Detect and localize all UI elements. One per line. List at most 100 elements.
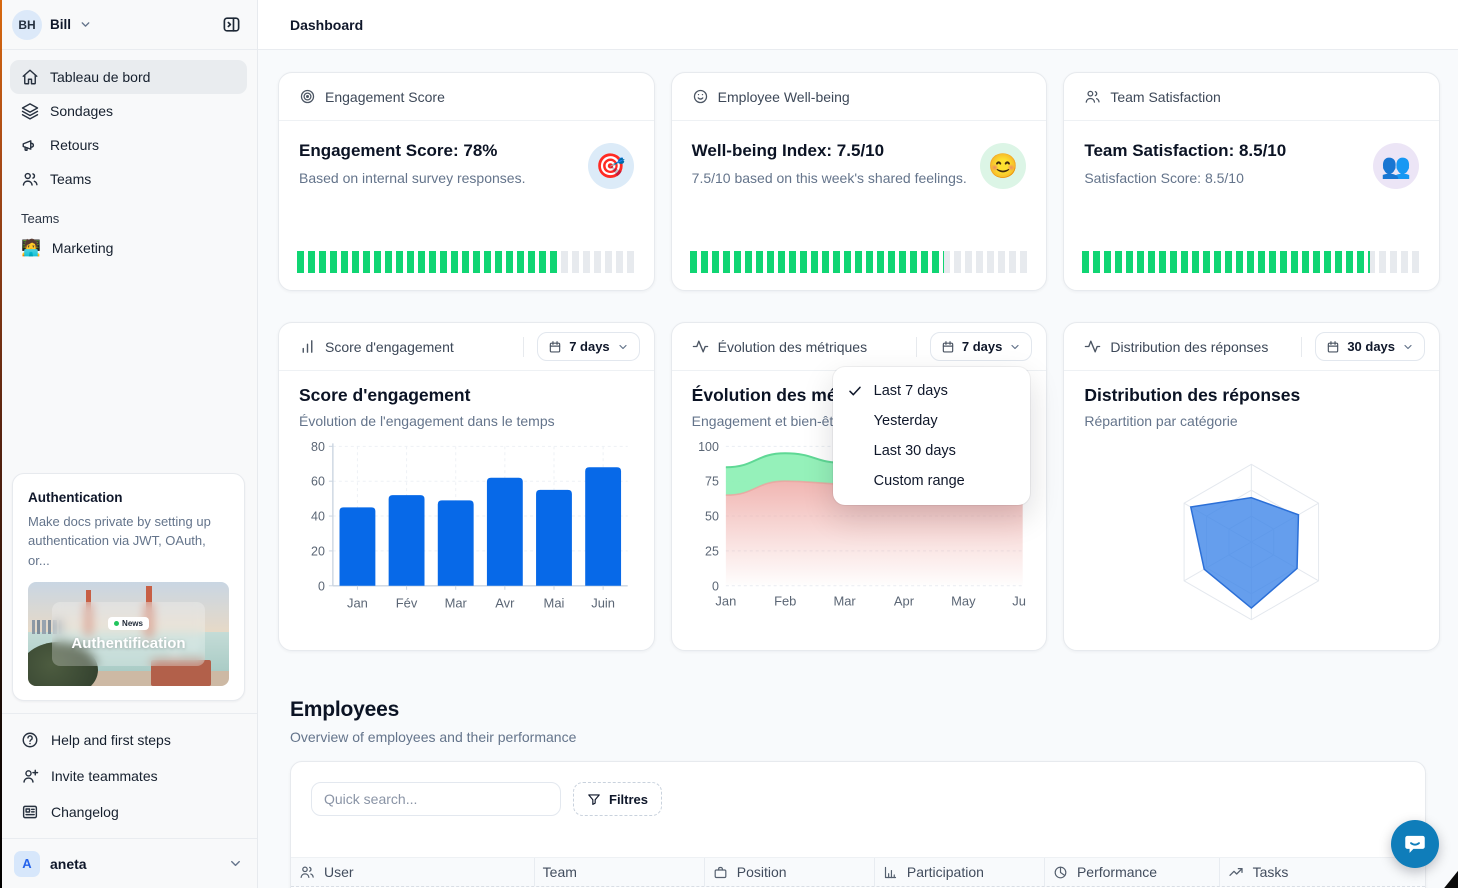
promo-image-caption: Authentification bbox=[71, 634, 186, 652]
svg-text:Juin: Juin bbox=[591, 596, 615, 611]
main-content: Engagement Score Engagement Score: 78% B… bbox=[258, 50, 1458, 888]
smile-icon bbox=[692, 88, 709, 105]
chart-title: Score d'engagement bbox=[299, 385, 471, 405]
svg-text:Feb: Feb bbox=[774, 594, 796, 609]
card-header-label: Distribution des réponses bbox=[1110, 338, 1269, 355]
response-distribution-card: Distribution des réponses 30 days bbox=[1063, 322, 1441, 651]
date-range-button[interactable]: 30 days bbox=[1315, 332, 1426, 361]
users-icon bbox=[1084, 88, 1101, 105]
svg-text:Jan: Jan bbox=[715, 594, 736, 609]
column-header-position[interactable]: Position bbox=[703, 858, 874, 886]
menu-item-yesterday[interactable]: Yesterday bbox=[873, 413, 938, 429]
filters-button[interactable]: Filtres bbox=[573, 782, 663, 816]
svg-text:25: 25 bbox=[705, 544, 719, 558]
menu-item-last-7-days[interactable]: Last 7 days bbox=[833, 376, 1030, 406]
table-header-row: User Team Position bbox=[291, 857, 1425, 887]
sidebar-item-feedback[interactable]: Retours bbox=[10, 128, 247, 162]
home-icon bbox=[21, 68, 39, 86]
check-icon bbox=[847, 383, 864, 399]
svg-text:20: 20 bbox=[311, 544, 325, 558]
funnel-icon bbox=[587, 792, 601, 806]
chevron-down-icon bbox=[1402, 341, 1414, 353]
radar-chart bbox=[1084, 438, 1419, 646]
sidebar-item-label: Sondages bbox=[50, 103, 114, 119]
promo-image: News Authentification bbox=[28, 582, 229, 686]
promo-title: Authentication bbox=[28, 489, 123, 505]
column-header-tasks[interactable]: Tasks bbox=[1218, 858, 1425, 886]
stat-title: Team Satisfaction: 8.5/10 bbox=[1084, 141, 1287, 160]
menu-item-custom-range[interactable]: Custom range bbox=[873, 473, 965, 489]
users-icon bbox=[299, 864, 315, 880]
promo-image-overlay: News Authentification bbox=[52, 602, 205, 666]
svg-text:Mai: Mai bbox=[544, 596, 565, 611]
wellbeing-card: Employee Well-being Well-being Index: 7.… bbox=[670, 72, 1048, 291]
metrics-evolution-card: Évolution des métriques 7 days bbox=[670, 322, 1048, 651]
employees-table-card: Filtres User Team bbox=[290, 761, 1426, 888]
authentication-promo-card[interactable]: Authentication Make docs private by sett… bbox=[12, 472, 245, 701]
date-range-button[interactable]: 7 days bbox=[537, 332, 640, 361]
svg-text:May: May bbox=[951, 594, 976, 609]
calendar-icon bbox=[548, 340, 562, 354]
megaphone-icon bbox=[21, 136, 39, 154]
svg-text:50: 50 bbox=[705, 510, 719, 524]
column-header-user[interactable]: User bbox=[291, 858, 534, 886]
chart-subtitle: Évolution de l'engagement dans le temps bbox=[299, 413, 555, 429]
date-range-label: 7 days bbox=[569, 339, 610, 354]
employees-title: Employees bbox=[290, 698, 400, 721]
menu-item-last-30-days[interactable]: Last 30 days bbox=[873, 443, 956, 459]
chart-cards-row: Score d'engagement 7 days bbox=[278, 322, 1441, 651]
workspace-switcher[interactable]: BH Bill bbox=[0, 0, 257, 50]
footer-item-label: Help and first steps bbox=[51, 732, 171, 748]
invite-teammates-link[interactable]: Invite teammates bbox=[10, 758, 247, 794]
svg-text:Fév: Fév bbox=[396, 596, 418, 611]
column-header-performance[interactable]: Performance bbox=[1043, 858, 1219, 886]
column-header-team[interactable]: Team bbox=[533, 858, 704, 886]
teams-section-label: Teams bbox=[21, 211, 60, 226]
wellbeing-progress-bar bbox=[689, 251, 1029, 273]
svg-text:80: 80 bbox=[311, 440, 325, 454]
account-switcher[interactable]: A aneta bbox=[0, 838, 257, 888]
target-icon bbox=[299, 88, 316, 105]
svg-text:0: 0 bbox=[318, 579, 325, 593]
marketing-emoji: 🧑‍💻 bbox=[21, 240, 41, 257]
sidebar: BH Bill Tableau de bord bbox=[0, 0, 258, 888]
pie-chart-icon bbox=[1053, 865, 1068, 880]
sidebar-item-label: Tableau de bord bbox=[50, 69, 151, 85]
stat-subtitle: Satisfaction Score: 8.5/10 bbox=[1084, 170, 1244, 186]
trending-up-icon bbox=[1228, 864, 1244, 880]
activity-icon bbox=[692, 338, 709, 355]
chevron-down-icon bbox=[228, 856, 243, 871]
news-dot-icon bbox=[114, 620, 120, 626]
date-range-button[interactable]: 7 days bbox=[929, 332, 1033, 361]
calendar-icon bbox=[1326, 340, 1340, 354]
team-satisfaction-card: Team Satisfaction Team Satisfaction: 8.5… bbox=[1063, 72, 1441, 291]
sidebar-item-marketing[interactable]: 🧑‍💻 Marketing bbox=[0, 230, 257, 266]
stat-subtitle: Based on internal survey responses. bbox=[299, 170, 526, 186]
chevron-down-icon bbox=[79, 18, 92, 31]
changelog-link[interactable]: Changelog bbox=[10, 794, 247, 830]
search-input[interactable] bbox=[311, 782, 561, 816]
sidebar-item-surveys[interactable]: Sondages bbox=[10, 94, 247, 128]
page-title: Dashboard bbox=[290, 16, 364, 33]
svg-text:Mar: Mar bbox=[833, 594, 856, 609]
help-link[interactable]: Help and first steps bbox=[10, 722, 247, 758]
card-header-label: Score d'engagement bbox=[325, 338, 454, 355]
column-header-participation[interactable]: Participation bbox=[873, 858, 1044, 886]
chevron-down-icon bbox=[617, 341, 629, 353]
sidebar-footer: Help and first steps Invite teammates Ch… bbox=[0, 713, 257, 838]
sidebar-item-dashboard[interactable]: Tableau de bord bbox=[10, 60, 247, 94]
employees-subtitle: Overview of employees and their performa… bbox=[290, 729, 577, 745]
svg-text:Mar: Mar bbox=[445, 596, 468, 611]
column-chart-icon bbox=[883, 865, 898, 880]
stat-cards-row: Engagement Score Engagement Score: 78% B… bbox=[278, 72, 1441, 291]
svg-text:Avr: Avr bbox=[495, 596, 515, 611]
date-range-label: 30 days bbox=[1347, 339, 1396, 354]
chat-launcher-button[interactable] bbox=[1391, 820, 1439, 868]
collapse-sidebar-button[interactable] bbox=[217, 11, 245, 39]
stat-subtitle: 7.5/10 based on this week's shared feeli… bbox=[691, 170, 967, 186]
top-bar: Dashboard bbox=[258, 0, 1458, 50]
date-range-label: 7 days bbox=[961, 339, 1003, 354]
sidebar-item-teams[interactable]: Teams bbox=[10, 162, 247, 196]
workspace-name: Bill bbox=[50, 17, 72, 32]
